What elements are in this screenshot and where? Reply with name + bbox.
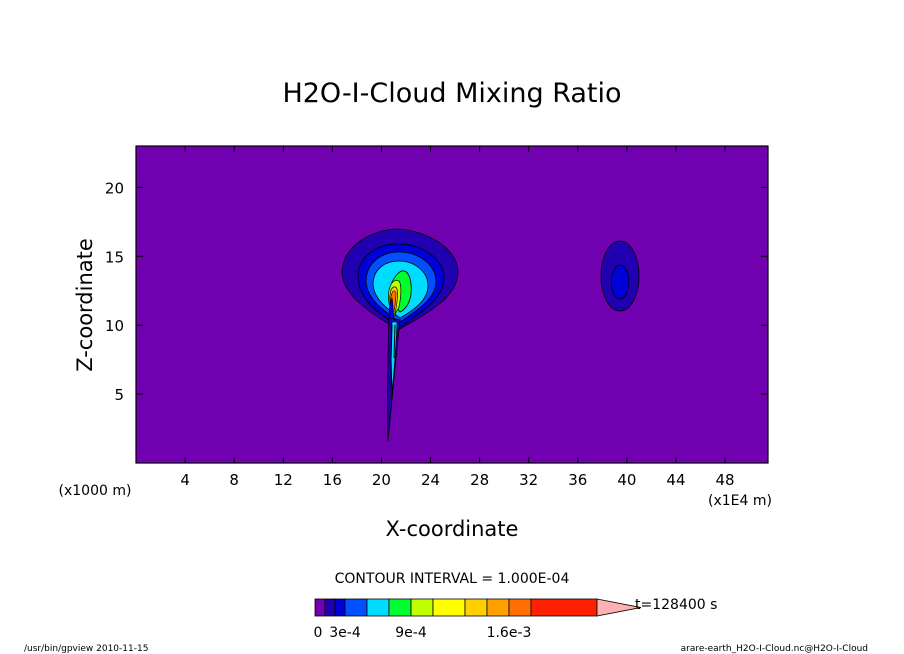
x-tick-label-8: 8 [229,471,239,489]
x-tick-label-28: 28 [470,471,489,489]
colorbar-label-3: 1.6e-3 [487,625,532,641]
y-tick-label-5: 5 [114,386,124,404]
x-tick-label-16: 16 [323,471,342,489]
colorbar-segment-9 [486,598,510,617]
colorbar-arrow [596,598,642,617]
colorbar [314,598,642,617]
y-tick-label-10: 10 [105,317,124,335]
x-unit-left: (x1000 m) [59,483,132,499]
colorbar-segment-3 [344,598,368,617]
y-axis-label: Z-coordinate [73,238,97,372]
colorbar-segment-6 [410,598,434,617]
colorbar-segment-11 [530,598,598,617]
x-tick-label-36: 36 [568,471,587,489]
y-tick-label-15: 15 [105,248,124,266]
colorbar-segment-4 [366,598,390,617]
main-cloud [341,228,459,442]
main-cloud-stem-core [390,324,396,396]
x-tick-label-24: 24 [421,471,440,489]
main-cloud-inner-blue [388,297,395,323]
y-tick-label-20: 20 [105,179,124,197]
colorbar-label-2: 9e-4 [395,625,427,641]
x-axis-label: X-coordinate [386,517,519,541]
colorbar-segment-0 [314,598,326,617]
chart-title: H2O-I-Cloud Mixing Ratio [282,78,621,109]
x-tick-label-44: 44 [666,471,685,489]
colorbar-segment-8 [464,598,488,617]
x-tick-label-40: 40 [617,471,636,489]
colorbar-label-1: 3e-4 [329,625,361,641]
footer-left: /usr/bin/gpview 2010-11-15 [24,644,148,654]
main-cloud-stem-outer [387,317,401,442]
contour-interval-label: CONTOUR INTERVAL = 1.000E-04 [335,571,570,587]
colorbar-labels: 0 3e-4 9e-4 1.6e-3 [314,625,532,641]
colorbar-segment-1 [324,598,336,617]
colorbar-segment-10 [508,598,532,617]
y-axis-ticks: 5 10 15 20 [105,179,768,404]
x-tick-label-48: 48 [716,471,735,489]
x-tick-label-4: 4 [180,471,190,489]
colorbar-segment-7 [432,598,466,617]
x-axis-ticks: 4 8 12 16 20 24 28 32 36 40 44 48 [180,146,735,489]
x-tick-label-12: 12 [274,471,293,489]
x-unit-right: (x1E4 m) [708,493,772,509]
secondary-cloud [600,240,640,312]
secondary-cloud-inner [610,264,630,300]
plot-area [135,145,769,464]
x-tick-label-32: 32 [519,471,538,489]
colorbar-segment-5 [388,598,412,617]
colorbar-label-0: 0 [314,625,323,641]
footer-right: arare-earth_H2O-I-Cloud.nc@H2O-I-Cloud [681,644,868,654]
x-tick-label-20: 20 [372,471,391,489]
colorbar-segment-2 [334,598,346,617]
time-label: t=128400 s [635,597,717,613]
